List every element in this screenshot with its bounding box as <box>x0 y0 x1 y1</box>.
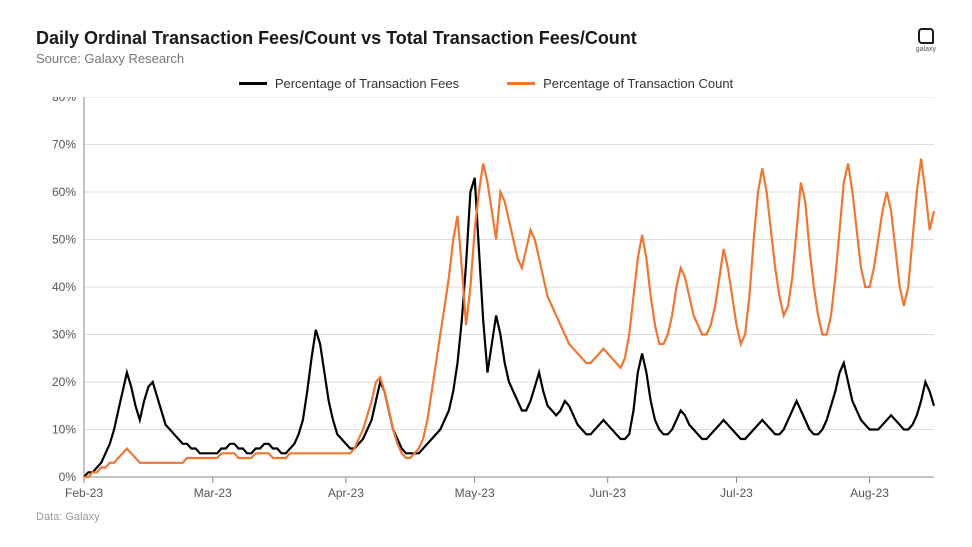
svg-text:Jun-23: Jun-23 <box>589 486 626 500</box>
galaxy-icon <box>918 28 934 44</box>
svg-text:Jul-23: Jul-23 <box>720 486 753 500</box>
legend-item: Percentage of Transaction Fees <box>239 76 459 91</box>
chart-container: Daily Ordinal Transaction Fees/Count vs … <box>0 0 972 547</box>
titles: Daily Ordinal Transaction Fees/Count vs … <box>36 28 637 66</box>
brand-label: galaxy <box>916 46 936 53</box>
svg-text:10%: 10% <box>52 423 76 437</box>
legend-swatch <box>239 82 267 85</box>
data-source-footer: Data: Galaxy <box>36 511 936 523</box>
chart-area: 0% 10% 20% 30% 40% 50% 60% 70% 80% Feb-23 Mar-23 Ap… <box>36 97 936 507</box>
legend-swatch <box>507 82 535 85</box>
brand-logo: galaxy <box>916 28 936 53</box>
svg-text:70%: 70% <box>52 138 76 152</box>
svg-text:Feb-23: Feb-23 <box>65 486 103 500</box>
svg-text:40%: 40% <box>52 280 76 294</box>
svg-text:Apr-23: Apr-23 <box>328 486 364 500</box>
chart-title: Daily Ordinal Transaction Fees/Count vs … <box>36 28 637 49</box>
legend-label: Percentage of Transaction Count <box>543 76 733 91</box>
chart-subtitle: Source: Galaxy Research <box>36 51 637 66</box>
svg-text:Aug-23: Aug-23 <box>850 486 889 500</box>
legend-item: Percentage of Transaction Count <box>507 76 733 91</box>
line-chart: 0% 10% 20% 30% 40% 50% 60% 70% 80% Feb-23 Mar-23 Ap… <box>36 97 938 507</box>
legend: Percentage of Transaction Fees Percentag… <box>36 76 936 91</box>
header: Daily Ordinal Transaction Fees/Count vs … <box>36 28 936 66</box>
svg-text:30%: 30% <box>52 328 76 342</box>
svg-text:50%: 50% <box>52 233 76 247</box>
legend-label: Percentage of Transaction Fees <box>275 76 459 91</box>
svg-text:20%: 20% <box>52 375 76 389</box>
svg-text:60%: 60% <box>52 185 76 199</box>
svg-text:80%: 80% <box>52 97 76 104</box>
svg-text:Mar-23: Mar-23 <box>194 486 232 500</box>
svg-text:0%: 0% <box>59 470 77 484</box>
svg-text:May-23: May-23 <box>455 486 495 500</box>
